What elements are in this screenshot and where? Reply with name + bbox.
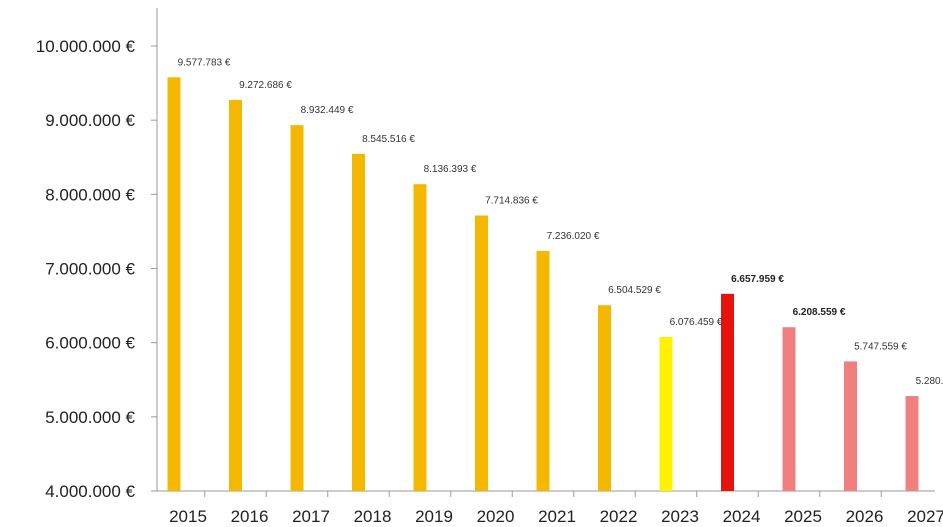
data-label: 9.272.686 € [239, 80, 292, 91]
x-tick-label: 2015 [169, 507, 207, 526]
data-labels: 9.577.783 € 9.272.686 € 8.932.449 € 8.545.5… [178, 57, 943, 387]
x-tick-label: 2021 [538, 507, 576, 526]
bar [721, 293, 734, 491]
x-tick-label: 2024 [723, 507, 761, 526]
data-label: 6.208.559 € [793, 307, 846, 318]
x-tick-label: 2019 [415, 507, 453, 526]
data-label: 8.545.516 € [362, 134, 415, 145]
bar [167, 77, 181, 492]
x-tick-label: 2018 [354, 507, 392, 526]
y-axis: 4.000.000 € 5.000.000 € 6.000.000 € 7.000.0… [36, 8, 158, 501]
bar [413, 184, 427, 491]
data-label: 8.932.449 € [301, 105, 354, 116]
x-tick-label: 2020 [477, 507, 515, 526]
x-tick-label: 2016 [231, 507, 269, 526]
y-tick-label: 9.000.000 € [45, 111, 135, 130]
x-tick-label: 2022 [600, 507, 638, 526]
bar [782, 327, 796, 491]
bar [290, 125, 304, 491]
y-tick-label: 10.000.000 € [36, 37, 136, 56]
y-tick-label: 7.000.000 € [45, 260, 135, 279]
data-label: 7.236.020 € [547, 231, 600, 242]
data-label: 7.714.836 € [485, 195, 538, 206]
bar [598, 305, 611, 491]
data-label: 8.136.393 € [424, 164, 477, 175]
bar [659, 336, 673, 491]
data-label: 6.504.529 € [608, 285, 661, 296]
x-tick-label: 2025 [784, 507, 822, 526]
x-tick-label: 2023 [661, 507, 699, 526]
bar [905, 396, 919, 491]
data-label: 5.280.059 € [916, 376, 943, 387]
y-tick-label: 4.000.000 € [45, 482, 135, 501]
x-tick-label: 2017 [292, 507, 330, 526]
bar [475, 215, 488, 491]
x-tick-label: 2026 [846, 507, 884, 526]
data-label: 9.577.783 € [178, 57, 231, 68]
bar [352, 153, 365, 491]
x-tick-label: 2027 [907, 507, 943, 526]
x-axis: 2015 2016 2017 2018 2019 2020 2021 2022 2023 2024… [157, 490, 943, 526]
y-tick-label: 8.000.000 € [45, 185, 135, 204]
bars [167, 77, 919, 492]
data-label: 6.076.459 € [670, 317, 723, 328]
data-label: 6.657.959 € [731, 274, 784, 285]
bar [844, 361, 857, 491]
y-tick-label: 6.000.000 € [45, 334, 135, 353]
bar [536, 250, 550, 491]
bar [229, 99, 242, 492]
y-tick-label: 5.000.000 € [45, 408, 135, 427]
data-label: 5.747.559 € [854, 341, 907, 352]
